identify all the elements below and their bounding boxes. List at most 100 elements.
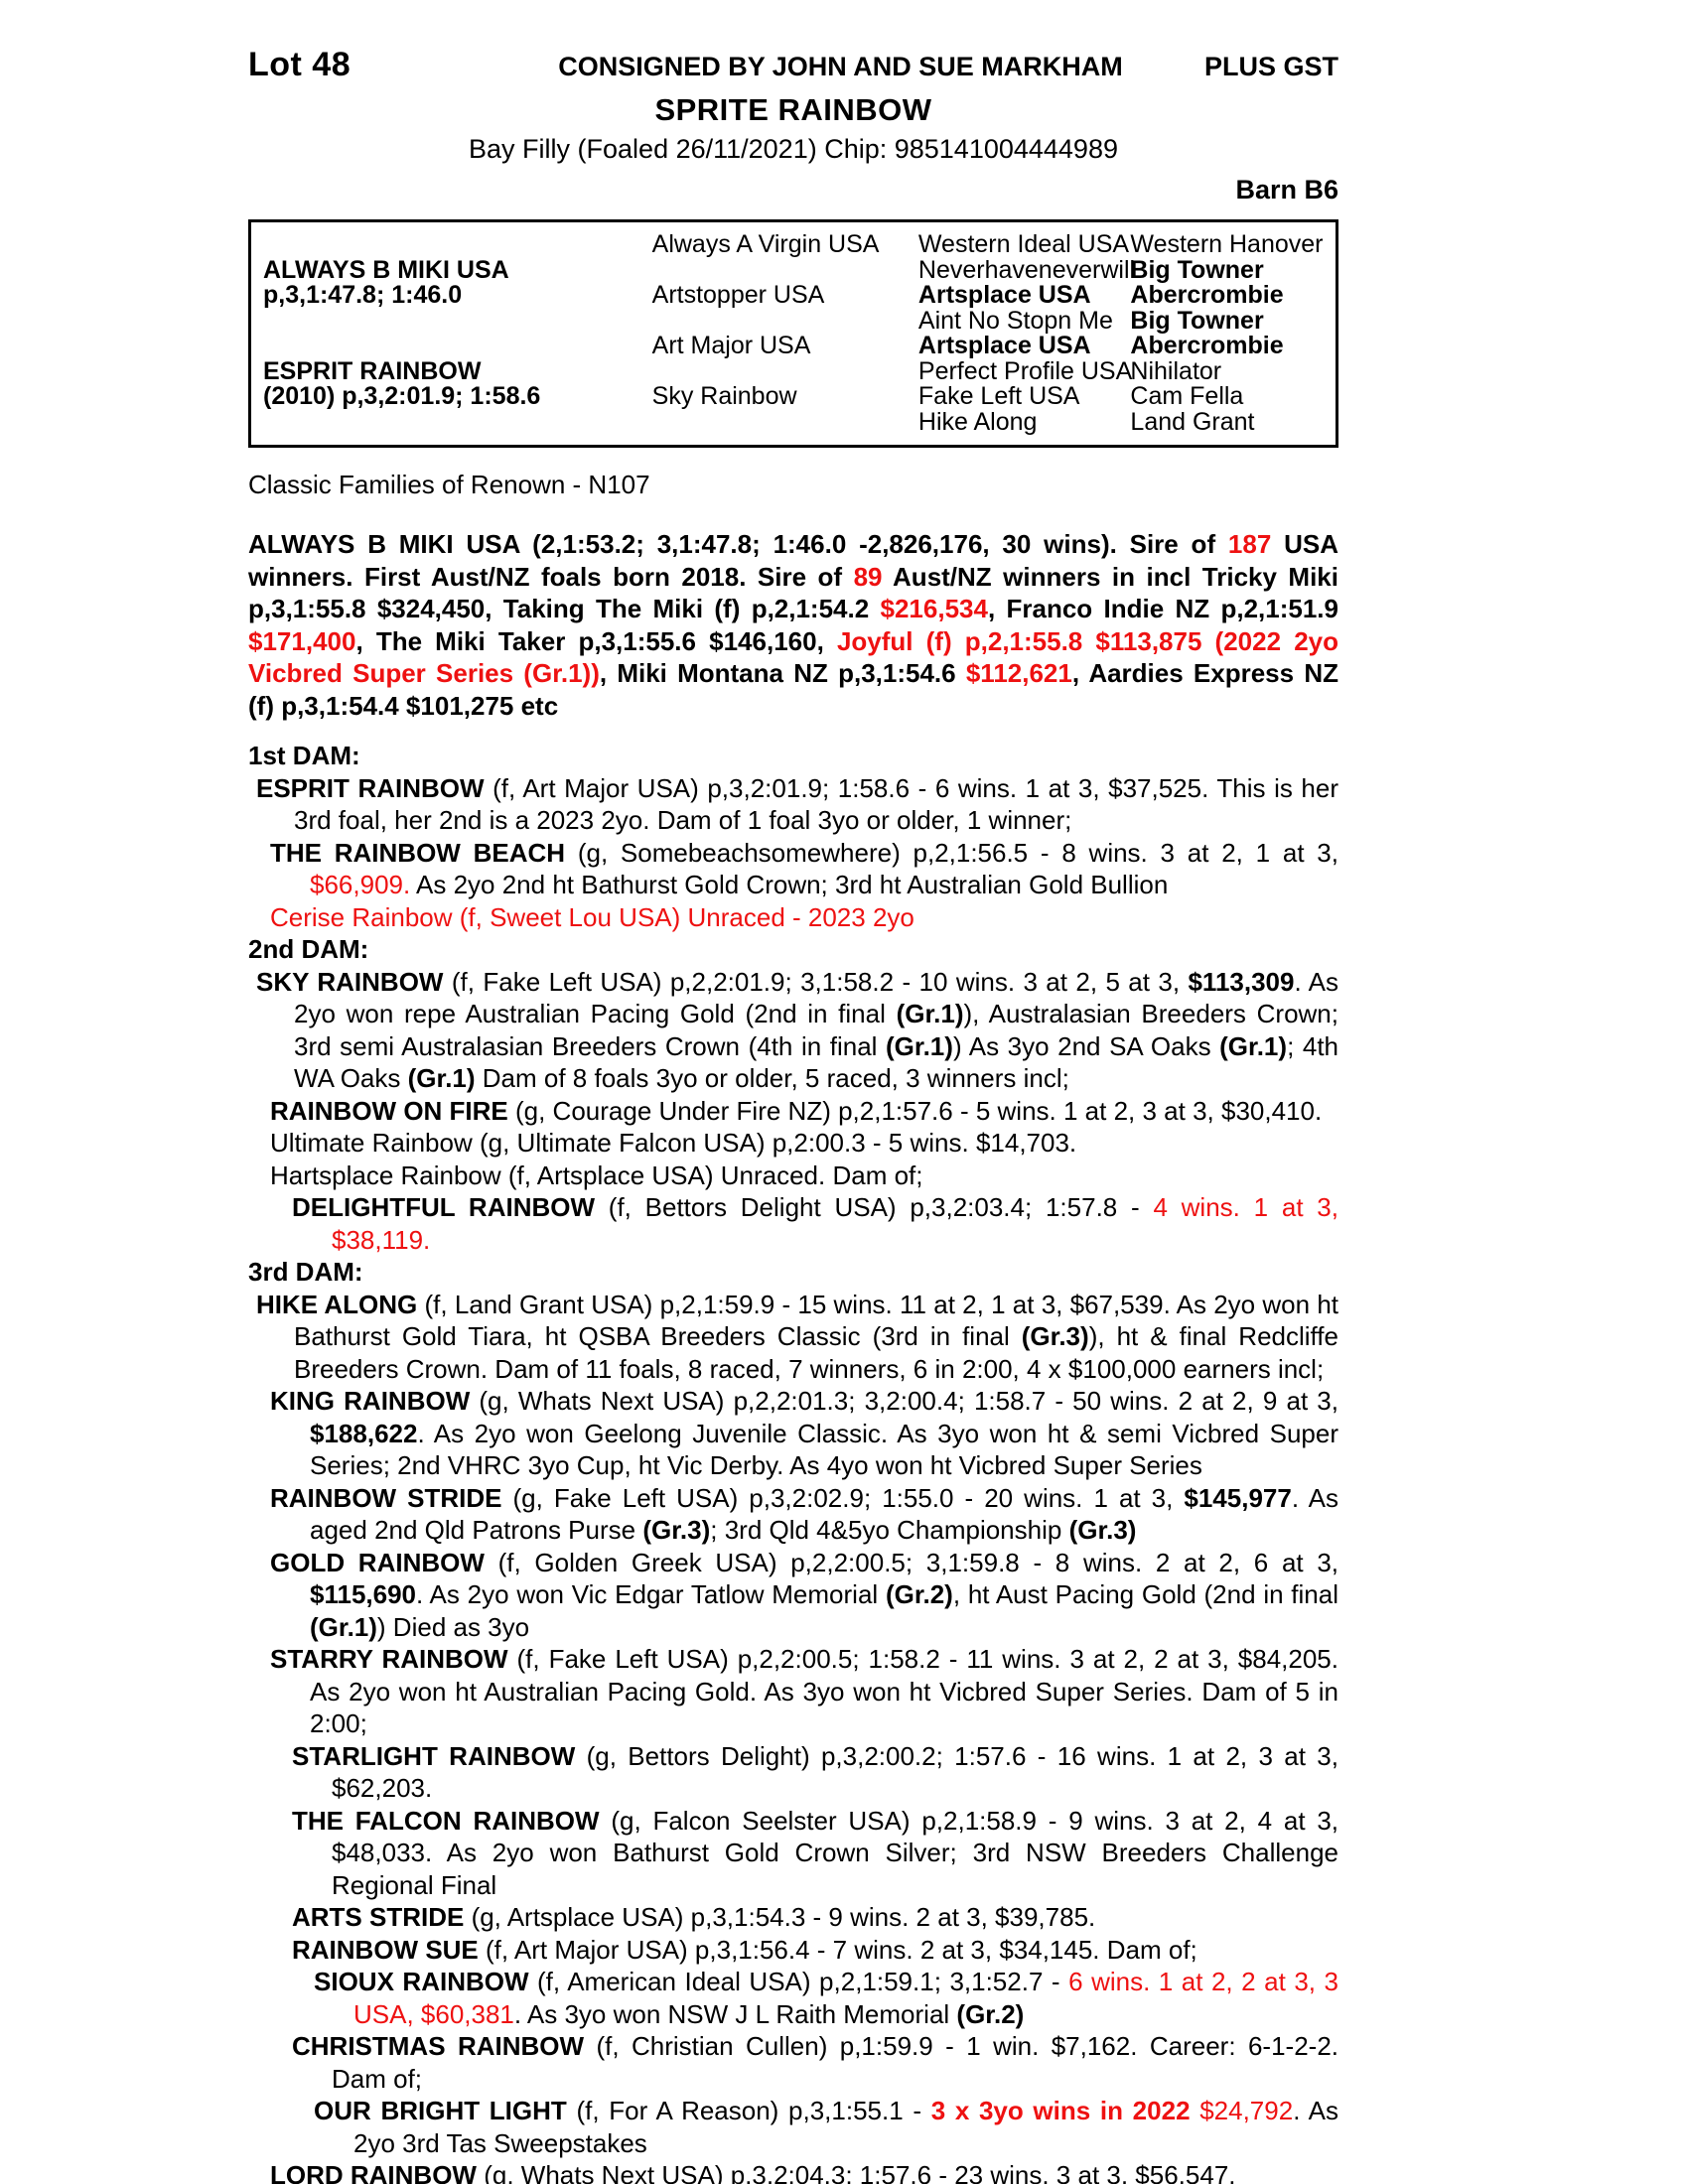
pedigree-cell: [652, 258, 918, 284]
family-note: Classic Families of Renown - N107: [248, 470, 650, 499]
pedigree-cell: [652, 410, 918, 447]
pedigree-cell: p,3,1:47.8; 1:46.0: [263, 281, 463, 309]
text-run: Hartsplace Rainbow (f, Artsplace USA) Un…: [270, 1160, 923, 1190]
pedigree-entry: KING RAINBOW (g, Whats Next USA) p,2,2:0…: [270, 1385, 1338, 1482]
lot-number: Lot 48: [248, 46, 352, 83]
pedigree-entry: STARRY RAINBOW (f, Fake Left USA) p,2,2:…: [270, 1643, 1338, 1740]
text-run: . As 2yo won Geelong Juvenile Classic. A…: [310, 1418, 1338, 1481]
pedigree-cell: (2010) p,3,2:01.9; 1:58.6: [263, 382, 541, 410]
pedigree-cell: Artsplace USA: [917, 281, 1091, 309]
pedigree-cell: [250, 410, 652, 447]
barn-label: Barn B6: [1235, 175, 1338, 205]
text-run: 3 x 3yo wins in 2022: [930, 2096, 1191, 2125]
text-run: (Gr.1): [886, 1030, 953, 1061]
text-run: Joyful (f) p,2,1:55.8 $113,875 (2022 2yo…: [248, 625, 1338, 689]
text-run: . As 2yo won repe Australian Pacing Gold…: [294, 966, 1338, 1029]
text-run: CHRISTMAS RAINBOW: [292, 2031, 585, 2061]
text-run: (Gr.2): [885, 1579, 953, 1609]
text-run: (f, Land Grant USA) p,2,1:59.9 - 15 wins…: [294, 1289, 1338, 1352]
text-run: RAINBOW ON FIRE: [270, 1095, 508, 1126]
text-run: (f, For A Reason) p,3,1:55.1 -: [566, 2096, 931, 2125]
pedigree-cell: Always A Virgin USA: [651, 230, 880, 258]
text-run: (g, Whats Next USA) p,2,2:01.3; 3,2:00.4…: [470, 1386, 1338, 1416]
text-run: (Gr.1): [310, 1611, 377, 1642]
pedigree-cell: Cam Fella: [1130, 382, 1244, 410]
text-run: OUR BRIGHT LIGHT: [314, 2096, 567, 2125]
dam-heading: 2nd DAM:: [248, 934, 369, 964]
pedigree-row: (2010) p,3,2:01.9; 1:58.6 Sky Rainbow Fake…: [250, 382, 1337, 410]
pedigree-cell: Perfect Profile USA: [917, 356, 1133, 385]
text-run: $171,400: [248, 625, 356, 656]
text-run: (Gr.1): [407, 1063, 476, 1093]
sire-paragraph: ALWAYS B MIKI USA (2,1:53.2; 3,1:47.8; 1…: [248, 528, 1338, 722]
text-run: (Gr.2): [956, 1998, 1025, 2029]
pedigree-tbody: Always A Virgin USA Western Ideal USA West…: [250, 221, 1337, 447]
text-run: ) Died as 3yo: [376, 1611, 530, 1642]
text-run: $113,309: [1188, 966, 1295, 997]
pedigree-entry: HIKE ALONG (f, Land Grant USA) p,2,1:59.…: [256, 1289, 1338, 1386]
text-run: (f, Fake Left USA) p,2,2:00.5; 1:58.2 - …: [310, 1644, 1338, 1738]
text-run: Dam of 8 foals 3yo or older, 5 raced, 3 …: [475, 1063, 1069, 1093]
text-run: ) As 3yo 2nd SA Oaks: [952, 1030, 1220, 1061]
text-run: 187: [1227, 529, 1272, 559]
text-run: Ultimate Rainbow (g, Ultimate Falcon USA…: [270, 1128, 1077, 1158]
pedigree-entry: SKY RAINBOW (f, Fake Left USA) p,2,2:01.…: [256, 966, 1338, 1095]
text-run: GOLD RAINBOW: [270, 1547, 485, 1577]
header-row: Lot 48 CONSIGNED BY JOHN AND SUE MARKHAM…: [248, 46, 1338, 84]
text-run: (g, Bettors Delight) p,3,2:00.2; 1:57.6 …: [332, 1740, 1338, 1804]
pedigree-row: p,3,1:47.8; 1:46.0 Artstopper USA Artsplac…: [250, 281, 1337, 309]
pedigree-entry: STARLIGHT RAINBOW (g, Bettors Delight) p…: [292, 1740, 1338, 1805]
pedigree-cell: [250, 309, 652, 335]
text-run: ARTS STRIDE: [292, 1902, 465, 1932]
text-run: (Gr.1): [896, 999, 964, 1028]
text-run: , ht Aust Pacing Gold (2nd in final: [952, 1579, 1339, 1609]
pedigree-cell: Fake Left USA: [917, 382, 1080, 410]
text-run: STARRY RAINBOW: [270, 1644, 508, 1674]
pedigree-row: ESPRIT RAINBOW Perfect Profile USA Nihilat…: [250, 356, 1337, 385]
pedigree-entry: THE FALCON RAINBOW (g, Falcon Seelster U…: [292, 1805, 1338, 1902]
text-run: LORD RAINBOW: [270, 2160, 477, 2184]
pedigree-entry: GOLD RAINBOW (f, Golden Greek USA) p,2,2…: [270, 1547, 1338, 1644]
text-run: $216,534: [880, 594, 988, 623]
text-run: $115,690: [310, 1579, 417, 1609]
dam-sections: 1st DAM: ESPRIT RAINBOW (f, Art Major USA…: [248, 740, 1338, 2184]
text-run: . As aged 2nd Qld Patrons Purse: [310, 1482, 1339, 1546]
text-run: $145,977: [1184, 1482, 1292, 1513]
text-run: (f, Art Major USA) p,3,2:01.9; 1:58.6 - …: [294, 772, 1338, 836]
text-run: ), Australasian Breeders Crown; 3rd semi…: [294, 999, 1338, 1061]
text-run: ; 3rd Qld 4&5yo Championship: [710, 1515, 1069, 1545]
text-run: ; 4th WA Oaks: [294, 1030, 1338, 1094]
text-run: ), ht & final Redcliffe Breeders Crown. …: [294, 1321, 1338, 1384]
pedigree-entry: OUR BRIGHT LIGHT (f, For A Reason) p,3,1…: [314, 2095, 1338, 2159]
pedigree-row: Aint No Stopn Me Big Towner: [250, 306, 1337, 335]
pedigree-cell: [652, 309, 918, 335]
text-run: , Franco Indie NZ p,2,1:51.9: [987, 594, 1338, 623]
pedigree-cell: Western Hanover: [1130, 230, 1324, 258]
pedigree-row: Hike Along Land Grant: [250, 409, 1337, 447]
pedigree-entry: ESPRIT RAINBOW (f, Art Major USA) p,3,2:…: [256, 772, 1338, 837]
pedigree-cell: ESPRIT RAINBOW: [263, 356, 482, 385]
text-run: (f, Golden Greek USA) p,2,2:00.5; 3,1:59…: [484, 1547, 1338, 1577]
text-run: RAINBOW STRIDE: [270, 1482, 502, 1513]
pedigree-cell: Aint No Stopn Me: [917, 306, 1113, 335]
pedigree-entry: THE RAINBOW BEACH (g, Somebeachsomewhere…: [270, 837, 1338, 901]
text-run: 6 wins. 1 at 2, 2 at 3, 3 USA, $60,381: [353, 1967, 1338, 2029]
text-run: (Gr.3): [642, 1515, 711, 1545]
text-run: , Aardies Express NZ (f) p,3,1:54.4 $101…: [248, 658, 1338, 721]
text-run: Cerise Rainbow (f, Sweet Lou USA) Unrace…: [270, 901, 914, 932]
pedigree-row: ALWAYS B MIKI USA Neverhaveneverwill Big T…: [250, 257, 1337, 284]
text-run: (g, Falcon Seelster USA) p,2,1:58.9 - 9 …: [332, 1805, 1339, 1900]
pedigree-entry: Ultimate Rainbow (g, Ultimate Falcon USA…: [270, 1127, 1338, 1160]
pedigree-cell: Art Major USA: [651, 332, 811, 359]
text-run: (Gr.1): [1219, 1030, 1288, 1061]
pedigree-cell: Abercrombie: [1130, 332, 1284, 359]
text-run: (f, Fake Left USA) p,2,2:01.9; 3,1:58.2 …: [443, 966, 1189, 997]
text-run: $112,621: [965, 658, 1072, 688]
pedigree-cell: Western Ideal USA: [917, 230, 1130, 258]
consignor-line: CONSIGNED BY JOHN AND SUE MARKHAM: [558, 52, 1123, 81]
text-run: (Gr.3): [1068, 1515, 1137, 1545]
pedigree-entry: Cerise Rainbow (f, Sweet Lou USA) Unrace…: [270, 901, 1338, 934]
pedigree-row: Art Major USA Artsplace USA Abercrombie: [250, 332, 1337, 359]
text-run: (f, Christian Cullen) p,1:59.9 - 1 win. …: [332, 2031, 1339, 2094]
pedigree-cell: [652, 359, 918, 385]
